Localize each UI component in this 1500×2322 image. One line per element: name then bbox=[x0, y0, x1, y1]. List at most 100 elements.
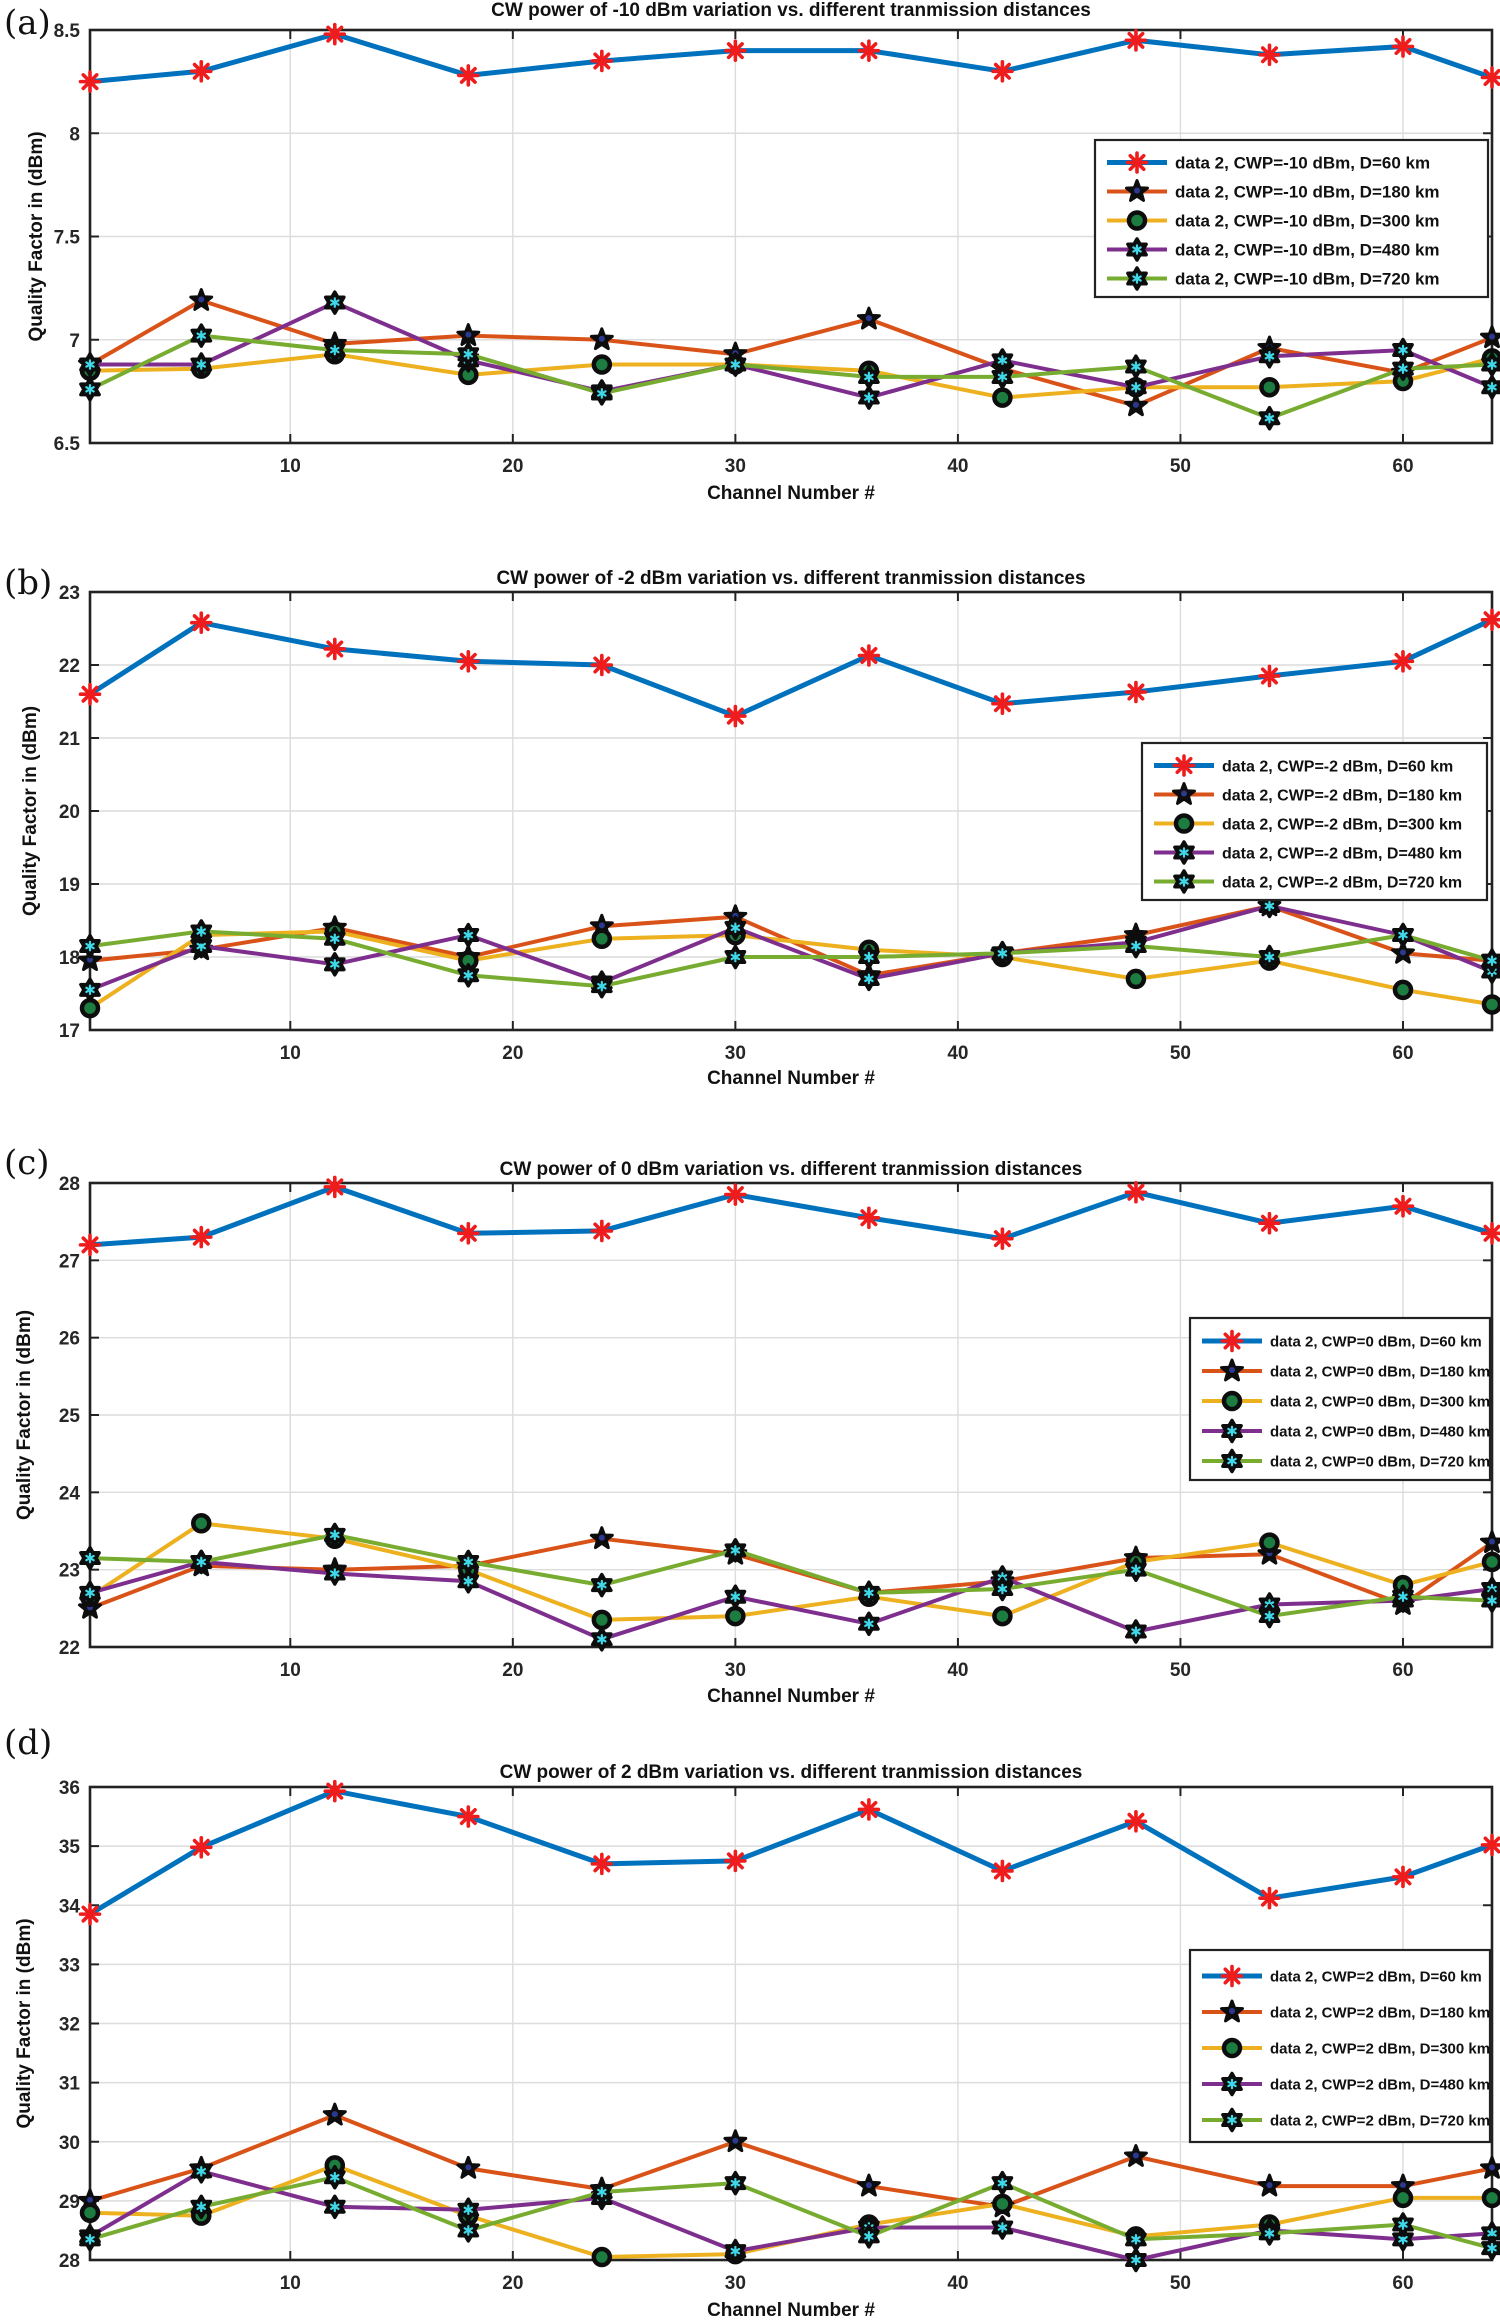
tick-marks bbox=[90, 29, 1492, 444]
data-point-marker bbox=[189, 1225, 213, 1249]
chart-c-canvas: 10 20 30 40 50 60 22 23 24 25 26 27 28 CW power of 0 … bbox=[14, 1159, 1500, 1707]
data-point-marker bbox=[991, 1859, 1014, 1883]
legend-label: data 2, CWP=0 dBm, D=180 km bbox=[1270, 1363, 1490, 1380]
x-tick-label: 30 bbox=[725, 1660, 746, 1681]
series-3 bbox=[79, 290, 1500, 410]
y-tick-label: 26 bbox=[59, 1329, 80, 1350]
legend-label: data 2, CWP=-10 dBm, D=60 km bbox=[1175, 154, 1430, 173]
x-tick-label: 20 bbox=[502, 1660, 523, 1681]
legend-label: data 2, CWP=-2 dBm, D=480 km bbox=[1222, 845, 1462, 862]
x-axis-label: Channel Number # bbox=[707, 1068, 875, 1089]
data-point-marker bbox=[79, 977, 101, 1003]
y-tick-label: 17 bbox=[59, 1021, 80, 1042]
legend-entry: data 2, CWP=2 dBm, D=60 km bbox=[1202, 1964, 1482, 1988]
legend-entry: data 2, CWP=0 dBm, D=720 km bbox=[1202, 1448, 1490, 1474]
data-point-marker bbox=[1220, 1999, 1244, 2023]
data-point-marker bbox=[78, 682, 102, 706]
legend-entry: data 2, CWP=-2 dBm, D=180 km bbox=[1154, 782, 1462, 805]
panel-c-letter: (c) bbox=[4, 1143, 50, 1183]
data-point-marker bbox=[991, 364, 1014, 390]
data-point-marker bbox=[856, 2173, 881, 2197]
x-tick-label: 40 bbox=[947, 2273, 968, 2294]
x-axis-label: Channel Number # bbox=[707, 2300, 875, 2321]
y-tick-label: 35 bbox=[59, 1837, 81, 1858]
y-tick-label: 18 bbox=[59, 948, 80, 969]
x-tick-label: 20 bbox=[502, 1043, 523, 1064]
data-point-marker bbox=[79, 933, 101, 959]
data-point-marker bbox=[79, 2202, 101, 2223]
data-point-marker bbox=[724, 1584, 747, 1609]
x-tick-label: 10 bbox=[280, 456, 301, 477]
data-point-marker bbox=[1392, 337, 1414, 363]
data-point-marker bbox=[323, 1522, 346, 1548]
y-tick-label: 28 bbox=[59, 2251, 80, 2272]
data-point-marker bbox=[1480, 1221, 1500, 1245]
data-point-marker bbox=[1392, 356, 1414, 381]
legend-label: data 2, CWP=2 dBm, D=720 km bbox=[1270, 2112, 1490, 2129]
data-point-marker bbox=[724, 2238, 747, 2264]
data-point-marker bbox=[858, 944, 880, 970]
data-point-marker bbox=[457, 2197, 480, 2222]
data-point-marker bbox=[1258, 664, 1281, 688]
data-point-marker bbox=[323, 1779, 347, 1803]
panel-d-letter: (d) bbox=[4, 1723, 53, 1763]
data-point-marker bbox=[1126, 237, 1148, 262]
data-point-marker bbox=[1221, 1448, 1243, 1474]
panel-d: (d) 10 20 30 40 50 60 28 29 30 31 32 33 34 35 36 CW pow… bbox=[0, 1720, 1500, 2322]
legend-entry: data 2, CWP=-2 dBm, D=300 km bbox=[1154, 813, 1462, 834]
data-point-marker bbox=[191, 1513, 212, 1534]
legend-label: data 2, CWP=0 dBm, D=720 km bbox=[1270, 1453, 1490, 1470]
panel-a: (a) 10 20 30 40 50 60 6.5 7 7.5 8 8.5 CW power of -… bbox=[0, 0, 1500, 560]
data-point-marker bbox=[858, 385, 880, 410]
data-point-marker bbox=[589, 1526, 614, 1550]
data-point-marker bbox=[1391, 1865, 1415, 1889]
data-point-marker bbox=[1480, 325, 1500, 349]
chart-d-canvas: 10 20 30 40 50 60 28 29 30 31 32 33 34 35 36 CW power o… bbox=[14, 1762, 1500, 2321]
data-point-marker bbox=[1480, 1833, 1500, 1857]
data-point-marker bbox=[590, 1627, 613, 1652]
series-0 bbox=[78, 1175, 1500, 1257]
series-line bbox=[88, 929, 1494, 1011]
y-tick-label: 31 bbox=[59, 2074, 81, 2095]
series-line bbox=[87, 31, 1495, 85]
tick-labels: 10 20 30 40 50 60 28 29 30 31 32 33 34 35 36 bbox=[59, 1778, 1414, 2294]
panel-b: (b) 10 20 30 40 50 60 17 18 19 20 21 22 23 CW power o… bbox=[0, 560, 1500, 1140]
y-axis-label: Quality Factor in (dBm) bbox=[20, 706, 41, 916]
series-line bbox=[88, 1559, 1494, 1642]
data-point-marker bbox=[190, 1549, 213, 1575]
series-line bbox=[88, 352, 1494, 400]
data-point-marker bbox=[992, 2193, 1013, 2215]
x-tick-label: 20 bbox=[502, 456, 523, 477]
data-point-marker bbox=[190, 352, 213, 377]
data-point-marker bbox=[1221, 1418, 1243, 1444]
data-point-marker bbox=[1481, 374, 1500, 400]
y-axis-label: Quality Factor in (dBm) bbox=[14, 1310, 35, 1520]
data-point-marker bbox=[590, 1219, 614, 1243]
series-line bbox=[88, 300, 1494, 400]
data-point-marker bbox=[1124, 29, 1148, 52]
y-axis-label: Quality Factor in (dBm) bbox=[14, 1918, 35, 2128]
data-point-marker bbox=[1124, 680, 1148, 704]
data-point-marker bbox=[1124, 1180, 1148, 1204]
y-tick-label: 7 bbox=[69, 331, 80, 352]
y-tick-label: 8 bbox=[69, 124, 80, 145]
data-point-marker bbox=[189, 59, 213, 83]
data-point-marker bbox=[1125, 151, 1149, 174]
series-1 bbox=[78, 288, 1500, 417]
data-point-marker bbox=[1481, 948, 1500, 973]
data-point-marker bbox=[1125, 1619, 1147, 1644]
data-point-marker bbox=[189, 1836, 213, 1859]
y-tick-label: 6.5 bbox=[54, 434, 81, 455]
data-point-marker bbox=[323, 1175, 347, 1199]
series-line bbox=[87, 1184, 1495, 1248]
legend-label: data 2, CWP=-2 dBm, D=60 km bbox=[1222, 758, 1453, 775]
chart-a-canvas: 10 20 30 40 50 60 6.5 7 7.5 8 8.5 CW power of -10 d… bbox=[26, 0, 1500, 504]
x-axis-label: Channel Number # bbox=[707, 1686, 875, 1707]
x-tick-label: 30 bbox=[725, 2273, 746, 2294]
data-point-marker bbox=[1125, 1557, 1147, 1582]
series-line bbox=[88, 903, 1494, 992]
data-point-marker bbox=[457, 1549, 480, 1575]
data-point-marker bbox=[991, 2215, 1014, 2240]
chart-title: CW power of 2 dBm variation vs. differen… bbox=[500, 1762, 1083, 1783]
